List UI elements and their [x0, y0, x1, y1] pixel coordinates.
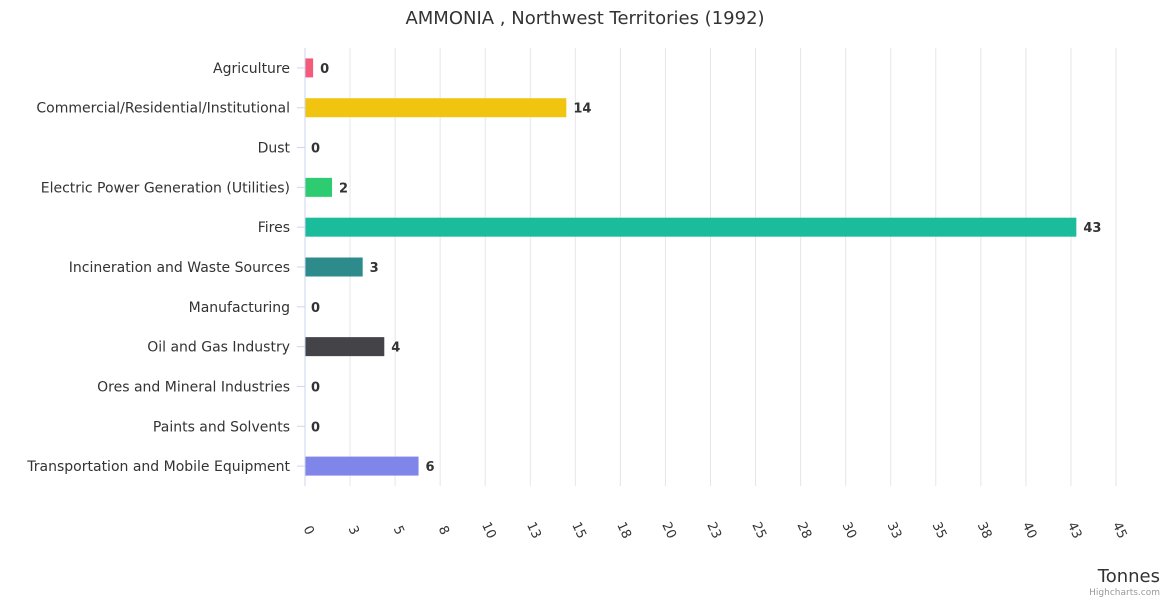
- grid-layer: [304, 48, 1117, 486]
- label-layer: 0 14 0 2 43 3 0 4 0 0 6: [311, 62, 1101, 475]
- category-label: Fires: [258, 220, 290, 236]
- x-tick-label: 13: [523, 520, 544, 541]
- credits-link[interactable]: Highcharts.com: [1089, 588, 1160, 598]
- bar-layer: [305, 58, 1077, 476]
- x-tick-label: 15: [568, 520, 589, 541]
- x-tick-label: 30: [839, 520, 860, 541]
- x-tick-label: 43: [1064, 520, 1085, 541]
- category-axis: Agriculture Commercial/Residential/Instit…: [26, 48, 306, 486]
- x-tick-label: 20: [658, 520, 679, 541]
- chart-title: AMMONIA , Northwest Territories (1992): [405, 8, 764, 29]
- data-label: 3: [370, 261, 379, 276]
- data-label: 6: [426, 460, 435, 475]
- data-label: 0: [311, 420, 320, 435]
- bar[interactable]: [305, 217, 1077, 237]
- x-tick-label: 45: [1109, 520, 1130, 541]
- data-label: 14: [573, 102, 591, 117]
- value-axis: 0 3 5 8 10 13 15 18 20 23 25 28 30 33 35 38 40 43 45: [300, 520, 1130, 541]
- bar[interactable]: [305, 58, 314, 78]
- x-tick-label: 18: [613, 520, 634, 541]
- category-label: Commercial/Residential/Institutional: [36, 101, 290, 117]
- data-label: 0: [311, 301, 320, 316]
- category-label: Oil and Gas Industry: [147, 340, 290, 356]
- x-tick-label: 40: [1019, 520, 1040, 541]
- category-label: Electric Power Generation (Utilities): [41, 180, 290, 196]
- data-label: 0: [311, 380, 320, 395]
- data-label: 2: [339, 181, 348, 196]
- bar[interactable]: [305, 177, 333, 197]
- bar[interactable]: [305, 257, 363, 277]
- data-label: 0: [320, 62, 329, 77]
- category-label: Transportation and Mobile Equipment: [26, 459, 290, 475]
- x-tick-label: 23: [703, 520, 724, 541]
- bar[interactable]: [305, 456, 419, 476]
- x-tick-label: 10: [478, 520, 499, 541]
- x-tick-label: 28: [793, 520, 814, 541]
- category-label: Ores and Mineral Industries: [97, 379, 290, 395]
- category-label: Agriculture: [213, 61, 290, 77]
- x-axis-title: Tonnes: [1097, 566, 1160, 587]
- data-label: 0: [311, 142, 320, 157]
- category-label: Paints and Solvents: [153, 419, 290, 435]
- bar[interactable]: [305, 337, 385, 357]
- category-label: Manufacturing: [189, 300, 290, 316]
- category-label: Dust: [258, 141, 291, 157]
- data-label: 43: [1083, 221, 1101, 236]
- x-tick-label: 35: [929, 520, 950, 541]
- bar[interactable]: [305, 98, 567, 118]
- category-label: Incineration and Waste Sources: [69, 260, 290, 276]
- x-tick-label: 25: [748, 520, 769, 541]
- data-label: 4: [391, 341, 400, 356]
- x-tick-label: 38: [974, 520, 995, 541]
- x-tick-label: 33: [884, 520, 905, 541]
